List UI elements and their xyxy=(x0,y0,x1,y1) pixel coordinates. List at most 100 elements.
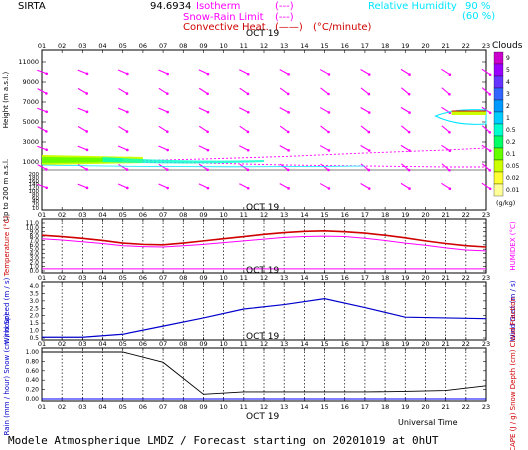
clouds-swatch-6 xyxy=(493,123,504,137)
clouds-swatch-1 xyxy=(493,63,504,77)
wind-arrow-head xyxy=(327,130,330,134)
height-low-tick-200: 200 xyxy=(29,172,40,178)
wind-tick-label-07: 07 xyxy=(159,274,167,282)
rain-ytick-0.40: 0.40 xyxy=(26,377,40,384)
legend-convective-unit: (°C/minute) xyxy=(313,22,372,33)
rain-bottom-tick-06: 06 xyxy=(139,403,147,411)
rain-bottom-tick-22: 22 xyxy=(462,403,470,411)
rain-ytick-1.00: 1.00 xyxy=(26,349,40,356)
rain-tick-label-15: 15 xyxy=(320,340,328,348)
rain-tick-label-13: 13 xyxy=(280,340,288,348)
wind-arrow-head xyxy=(85,92,89,95)
wind-arrow-head xyxy=(246,110,250,114)
wind-arrow xyxy=(37,145,47,151)
clouds-label-5: 5 xyxy=(506,67,510,74)
humidity-60-line xyxy=(41,164,365,168)
wind-tick-label-09: 09 xyxy=(199,274,207,282)
height-tick-label-07: 07 xyxy=(159,42,167,50)
temp-tick-label-08: 08 xyxy=(179,211,187,219)
wind-arrow-head xyxy=(206,72,210,76)
wind-ytick-0.5: 0.5 xyxy=(29,335,39,342)
wind-arrow-head xyxy=(407,168,411,172)
humidity-90: 90 % xyxy=(465,1,490,12)
wind-arrow xyxy=(37,164,47,170)
rain-bottom-tick-13: 13 xyxy=(280,403,288,411)
wind-arrow-head xyxy=(286,168,290,172)
wind-arrow-head xyxy=(408,73,411,76)
wind-arrow-head xyxy=(45,72,48,76)
clouds-title: Clouds xyxy=(492,41,523,51)
rain-tick-label-20: 20 xyxy=(421,340,429,348)
temp-ytick-5.0: 5.0 xyxy=(29,246,39,253)
wind-arrow-head xyxy=(327,187,331,190)
temp-tick-label-17: 17 xyxy=(361,211,369,219)
wind-arrow-head xyxy=(448,168,451,172)
wind-arrow-head xyxy=(166,110,169,114)
legend-convective-line: (——) xyxy=(275,22,303,33)
clouds-swatch-3 xyxy=(493,87,504,101)
rain-ytick-0.00: 0.00 xyxy=(26,396,40,403)
wind-arrow-head xyxy=(246,130,250,134)
wind-arrow xyxy=(360,125,370,133)
wind-tick-label-03: 03 xyxy=(78,274,86,282)
wind-arrow-head xyxy=(448,92,451,96)
wind-arrow-head xyxy=(488,73,492,77)
height-low-tick-60: 60 xyxy=(32,196,39,202)
rain-bottom-tick-14: 14 xyxy=(300,403,308,411)
temp-ylabel: Temperature (°C) xyxy=(3,216,11,278)
rain-bottom-tick-11: 11 xyxy=(240,403,248,411)
wind-arrow-head xyxy=(448,73,452,76)
wind-tick-label-20: 20 xyxy=(421,274,429,282)
wind-arrow-head xyxy=(166,72,169,76)
height-tick-5000: 5000 xyxy=(22,118,39,126)
wind-ytick-1.0: 1.0 xyxy=(29,328,39,335)
temp-tick-label-06: 06 xyxy=(139,211,147,219)
legend-isotherm-line: (---) xyxy=(275,1,294,12)
height-low-tick-100: 100 xyxy=(29,189,40,195)
temp-tick-label-22: 22 xyxy=(462,211,470,219)
wind-arrow-head xyxy=(126,148,129,152)
wind-arrow xyxy=(239,145,249,151)
temp-tick-label-01: 01 xyxy=(38,211,46,219)
rain-tick-label-05: 05 xyxy=(119,340,127,348)
wind-arrow xyxy=(319,107,330,113)
height-tick-label-17: 17 xyxy=(361,42,369,50)
temp-tick-label-11: 11 xyxy=(240,211,248,219)
wind-arrow xyxy=(441,182,451,190)
wind-ytick-3.5: 3.5 xyxy=(29,290,39,297)
wind-arrow xyxy=(279,125,289,133)
wind-date-label: OCT 19 xyxy=(246,266,279,276)
wind-arrow-head xyxy=(367,92,371,96)
height-low-tick-120: 120 xyxy=(29,186,40,192)
temp-ytick-0.0: 0.0 xyxy=(29,268,39,275)
clouds-swatch-11 xyxy=(493,183,504,197)
rain-bottom-tick-03: 03 xyxy=(78,403,86,411)
temp-tick-label-13: 13 xyxy=(280,211,288,219)
wind-arrow-head xyxy=(327,149,331,152)
height-tick-label-08: 08 xyxy=(179,42,187,50)
wind-tick-label-01: 01 xyxy=(38,274,46,282)
wind-arrow xyxy=(77,107,88,113)
rain-bottom-tick-08: 08 xyxy=(179,403,187,411)
height-frame xyxy=(41,49,487,211)
temp-ytick-7.0: 7.0 xyxy=(29,237,39,244)
rain-bottom-tick-07: 07 xyxy=(159,403,167,411)
wind-arrow xyxy=(279,69,289,75)
temp-ytick-8.0: 8.0 xyxy=(29,233,39,240)
cloud-scale: Clouds 9 5 4 3 2 1 0.5 0.2 0.1 0.05 0.02 0.01 (g/kg) xyxy=(492,41,523,207)
wind-arrow-head xyxy=(488,149,492,153)
wind-arrow-head xyxy=(166,148,169,152)
wind-arrow xyxy=(360,69,370,75)
temp-ytick-2.0: 2.0 xyxy=(29,259,39,266)
rain-bottom-tick-21: 21 xyxy=(441,403,449,411)
wind-arrow xyxy=(77,69,88,75)
clouds-swatch-9 xyxy=(493,159,504,173)
upper-cloud xyxy=(451,111,486,115)
wind-arrow xyxy=(239,69,249,75)
wind-arrow xyxy=(279,87,289,95)
wind-arrow xyxy=(441,87,450,95)
rain-tick-label-01: 01 xyxy=(38,340,46,348)
height-tick-label-02: 02 xyxy=(58,42,66,50)
temp-tick-label-12: 12 xyxy=(260,211,268,219)
rain-ytick-0.80: 0.80 xyxy=(26,358,40,365)
